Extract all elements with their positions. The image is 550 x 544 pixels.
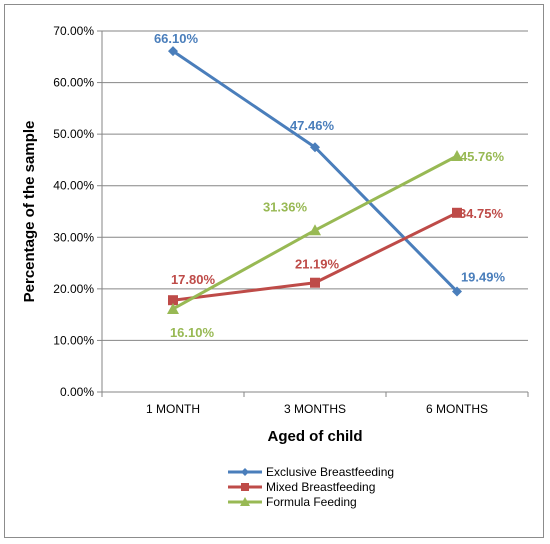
data-label: 34.75%: [459, 206, 504, 221]
x-tick-label: 1 MONTH: [146, 402, 200, 416]
legend-label: Exclusive Breastfeeding: [266, 465, 394, 479]
square-marker: [310, 277, 320, 288]
diamond-marker: [310, 142, 320, 153]
square-marker: [168, 295, 178, 306]
data-label: 17.80%: [171, 272, 216, 287]
data-label: 47.46%: [290, 118, 335, 133]
y-tick-label: 0.00%: [60, 385, 94, 399]
diamond-marker: [241, 468, 249, 476]
triangle-marker: [240, 497, 250, 506]
triangle-marker: [167, 302, 179, 314]
triangle-marker: [451, 150, 463, 162]
x-axis-ticks: 1 MONTH 3 MONTHS 6 MONTHS: [101, 392, 529, 416]
y-tick-label: 20.00%: [53, 282, 94, 296]
data-label: 31.36%: [263, 199, 308, 214]
x-tick-label: 6 MONTHS: [426, 402, 488, 416]
x-tick-label: 3 MONTHS: [284, 402, 346, 416]
series-group: [167, 46, 463, 314]
data-labels: 66.10% 47.46% 19.49% 17.80% 21.19% 34.75% 16.1…: [154, 31, 506, 340]
data-label: 19.49%: [461, 269, 506, 284]
y-axis-ticks: 0.00% 10.00% 20.00% 30.00% 40.00% 50.00% 60.00…: [53, 24, 102, 399]
data-label: 21.19%: [295, 257, 340, 272]
triangle-marker: [309, 224, 321, 236]
data-label: 66.10%: [154, 31, 199, 46]
chart-frame: [4, 4, 544, 538]
y-tick-label: 50.00%: [53, 127, 94, 141]
y-axis-title: Percentage of the sample: [21, 121, 38, 303]
y-tick-label: 70.00%: [53, 24, 94, 38]
legend-label: Formula Feeding: [266, 495, 357, 509]
legend-label: Mixed Breastfeeding: [266, 480, 375, 494]
diamond-marker: [168, 46, 178, 57]
series-line-0: [172, 49, 459, 293]
square-marker: [452, 207, 462, 218]
x-axis-title: Aged of child: [268, 428, 363, 445]
square-marker: [241, 483, 249, 491]
diamond-marker: [452, 286, 462, 297]
y-tick-label: 40.00%: [53, 179, 94, 193]
data-label: 45.76%: [460, 149, 505, 164]
y-tick-label: 60.00%: [53, 76, 94, 90]
gridlines: [102, 30, 528, 341]
y-tick-label: 10.00%: [53, 333, 94, 347]
data-label: 16.10%: [170, 325, 215, 340]
y-tick-label: 30.00%: [53, 230, 94, 244]
